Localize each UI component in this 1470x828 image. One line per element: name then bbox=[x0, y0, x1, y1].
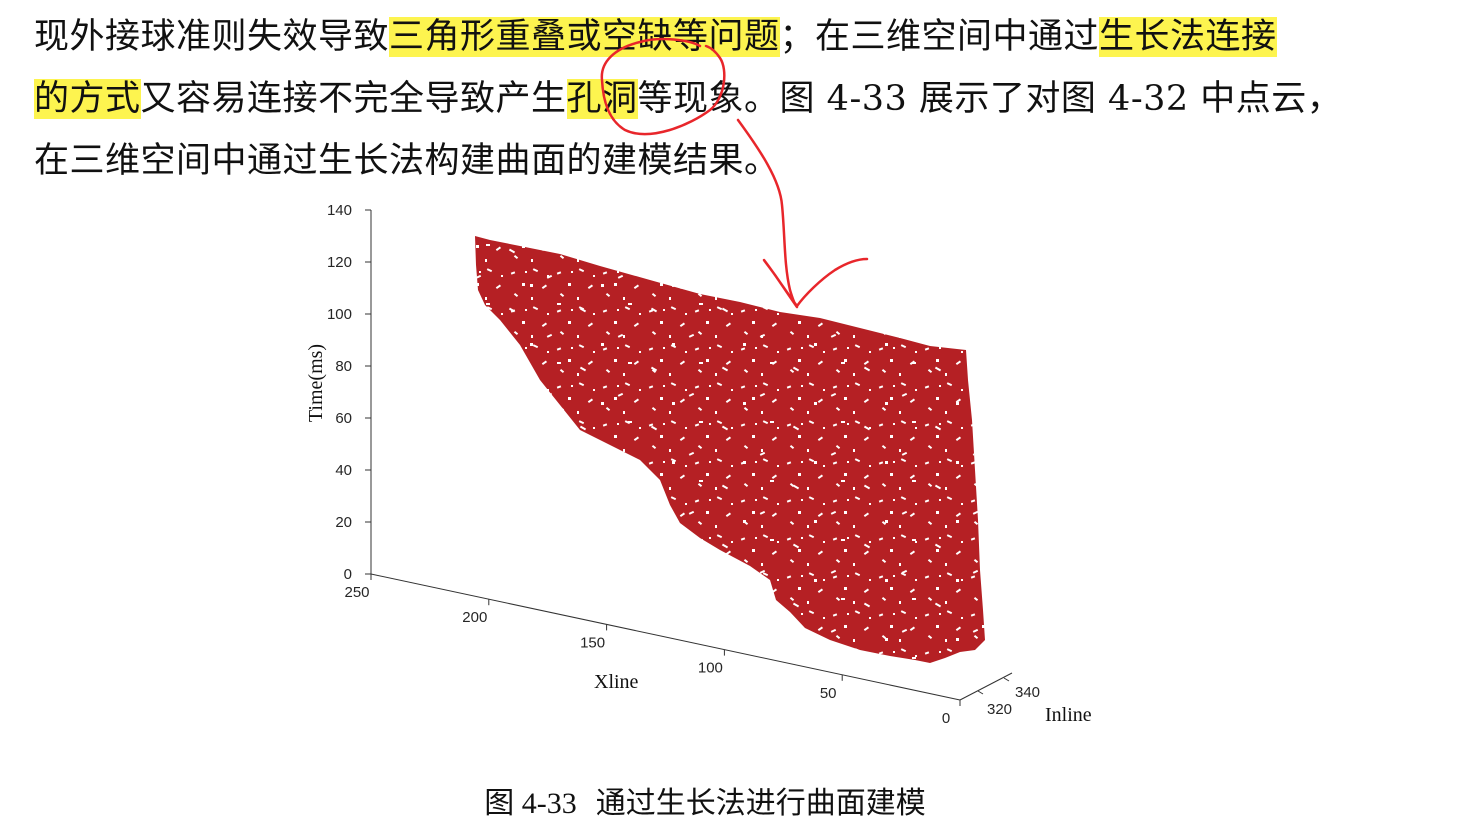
arrow-annotation bbox=[736, 118, 869, 309]
x-tick-label: 100 bbox=[698, 660, 723, 677]
paragraph-line-2: 的方式又容易连接不完全导致产生孔洞等现象。图 4-33 展示了对图 4-32 中… bbox=[34, 68, 1454, 130]
y-axis-label: Inline bbox=[1045, 704, 1092, 726]
z-tick-label: 0 bbox=[344, 566, 352, 583]
surface-holes-overlay bbox=[475, 236, 985, 663]
x-axis-label: Xline bbox=[594, 671, 639, 693]
z-axis-label: Time(ms) bbox=[305, 344, 327, 422]
paragraph-line-3: 在三维空间中通过生长法构建曲面的建模结果。 bbox=[34, 130, 1454, 192]
z-tick-label: 20 bbox=[335, 514, 352, 531]
z-tick-label: 80 bbox=[335, 358, 352, 375]
text-segment: 现外接球准则失效导致 bbox=[34, 17, 390, 57]
surface-mesh bbox=[475, 236, 985, 663]
z-tick-marks bbox=[365, 209, 371, 575]
z-tick-label: 120 bbox=[327, 254, 352, 271]
text-segment: 在三维空间中通过生长法构建曲面的建模结果。 bbox=[34, 141, 780, 181]
x-tick-labels: 250 200 150 100 50 0 bbox=[344, 584, 950, 727]
highlighted-text: 的方式 bbox=[34, 79, 141, 119]
y-tick-label: 340 bbox=[1015, 684, 1040, 701]
text-segment: ；在三维空间中通过 bbox=[779, 17, 1100, 57]
y-tick-mark bbox=[1003, 677, 1010, 682]
plot-axes bbox=[370, 210, 1013, 701]
text-segment: 又容易连接不完全导致产生 bbox=[140, 79, 567, 119]
z-tick-label: 60 bbox=[335, 410, 352, 427]
circle-annotation bbox=[600, 37, 726, 136]
highlighted-text: 孔洞 bbox=[566, 79, 638, 119]
caption-text: 通过生长法进行曲面建模 bbox=[595, 786, 926, 821]
x-tick-label: 150 bbox=[580, 634, 605, 651]
z-tick-label: 140 bbox=[327, 202, 352, 219]
x-tick-label: 50 bbox=[820, 685, 837, 702]
paragraph-line-1: 现外接球准则失效导致三角形重叠或空缺等问题；在三维空间中通过生长法连接 bbox=[34, 6, 1454, 68]
handwritten-annotation bbox=[600, 37, 869, 309]
figure-caption: 图 4-33 通过生长法进行曲面建模 bbox=[0, 778, 1410, 822]
x-tick-label: 0 bbox=[942, 710, 950, 727]
x-tick-label: 200 bbox=[462, 609, 487, 626]
caption-label: 图 4-33 bbox=[484, 787, 577, 820]
z-tick-label: 100 bbox=[327, 306, 352, 323]
body-paragraph: 现外接球准则失效导致三角形重叠或空缺等问题；在三维空间中通过生长法连接 的方式又… bbox=[34, 6, 1454, 192]
y-tick-label: 320 bbox=[987, 701, 1012, 718]
highlighted-text: 生长法连接 bbox=[1099, 17, 1277, 57]
z-tick-labels: 140 120 100 80 60 40 20 0 bbox=[327, 202, 352, 583]
x-tick-marks bbox=[370, 574, 961, 706]
x-tick-label: 250 bbox=[344, 584, 369, 601]
x-axis-line bbox=[370, 573, 961, 701]
y-axis-line bbox=[959, 672, 1013, 701]
z-tick-label: 40 bbox=[335, 462, 352, 479]
y-tick-mark bbox=[977, 690, 984, 695]
text-segment: 等现象。图 4-33 展示了对图 4-32 中点云， bbox=[637, 79, 1343, 119]
